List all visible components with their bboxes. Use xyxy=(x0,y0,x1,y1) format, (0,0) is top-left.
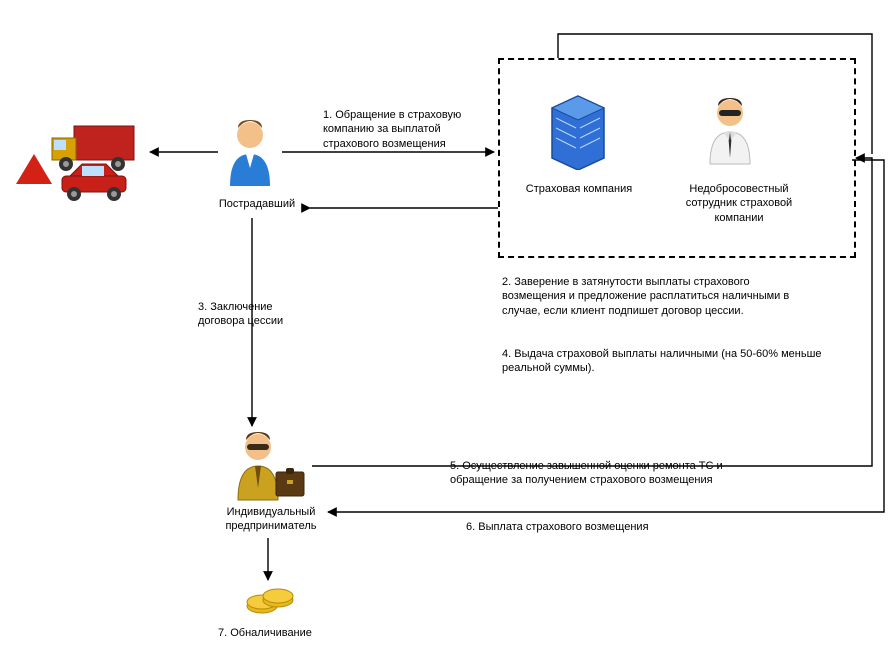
entrepreneur-icon xyxy=(228,430,308,504)
accident-icon xyxy=(40,120,150,210)
victim-label: Пострадавший xyxy=(212,197,302,211)
insurance-company-icon xyxy=(546,92,610,170)
diagram-canvas: Пострадавший Страховая компания Недоброс… xyxy=(0,0,893,655)
entrepreneur-label: Индивидуальный предприниматель xyxy=(211,505,331,534)
insurance-company-label: Страховая компания xyxy=(520,182,638,196)
edge-4-label: 4. Выдача страховой выплаты наличными (н… xyxy=(502,347,832,376)
edge-6-label: 6. Выплата страхового возмещения xyxy=(466,520,686,534)
edge-7-label: 7. Обналичивание xyxy=(218,626,328,640)
warning-triangle-icon xyxy=(16,154,52,184)
edge-1-label: 1. Обращение в страховую компанию за вып… xyxy=(323,108,493,151)
edge-2-label: 2. Заверение в затянутости выплаты страх… xyxy=(502,275,802,318)
bad-employee-label: Недобросовестный сотрудник страховой ком… xyxy=(674,182,804,225)
victim-icon xyxy=(222,118,278,188)
coins-icon xyxy=(244,582,296,618)
bad-employee-icon xyxy=(702,96,758,166)
edge-5-label: 5. Осуществление завышенной оценки ремон… xyxy=(450,459,760,488)
edge-3-label: 3. Заключение договора цессии xyxy=(198,300,308,329)
